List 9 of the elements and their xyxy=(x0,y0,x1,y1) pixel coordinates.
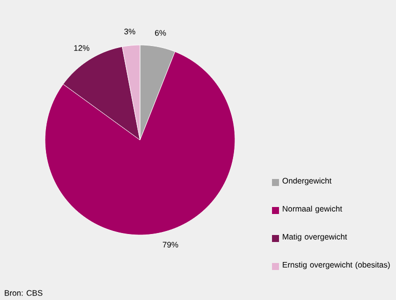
legend-label: Ondergewicht xyxy=(282,178,332,186)
text: Bron: CBS xyxy=(4,290,42,296)
data-label: 3% xyxy=(124,28,136,34)
data-label: 79% xyxy=(162,242,178,248)
legend-label: Normaal gewicht xyxy=(282,206,342,214)
legend-label: Ernstig overgewicht (obesitas) xyxy=(282,262,390,270)
data-label: 12% xyxy=(74,45,90,51)
data-label: 6% xyxy=(155,30,166,36)
legend-label: Matig overgewicht xyxy=(282,234,348,242)
